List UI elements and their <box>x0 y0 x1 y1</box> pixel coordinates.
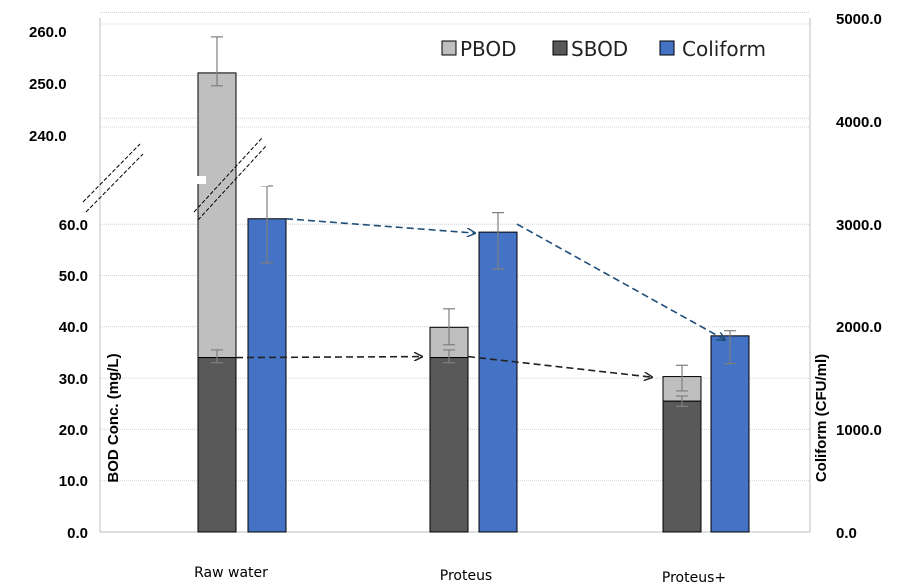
y-tick-label: 60.0 <box>59 217 88 234</box>
bars-layer <box>197 72 750 533</box>
trend-arrow-sbod <box>467 355 652 378</box>
y-tick-label: 30.0 <box>59 371 88 388</box>
axis-break-gap-left <box>108 176 134 184</box>
y2-tick-label: 2000.0 <box>836 319 882 336</box>
y-tick-label: 40.0 <box>59 319 88 336</box>
bar-pbod <box>197 72 237 359</box>
x-tick-label: Proteus <box>440 568 492 584</box>
bar-sbod <box>197 357 237 533</box>
trend-arrow-sbod <box>235 357 422 358</box>
trend-arrows-layer <box>235 217 725 378</box>
x-tick-label: Raw water <box>194 565 268 581</box>
axis-break-slash-1 <box>82 143 141 203</box>
axis-break-gap-mid-b <box>248 178 268 186</box>
bar-sbod <box>662 400 702 533</box>
y-tick-label-upper: 250.0 <box>29 76 67 93</box>
legend-swatch-sbod <box>552 40 568 56</box>
y-axis-lower-ticks: 0.0 10.0 20.0 30.0 40.0 50.0 60.0 <box>59 217 88 542</box>
y2-axis-ticks: 0.0 1000.0 2000.0 3000.0 4000.0 5000.0 <box>836 11 882 542</box>
y2-tick-label: 4000.0 <box>836 114 882 131</box>
bar-coliform <box>478 231 518 533</box>
y-axis-upper-ticks: 240.0 250.0 260.0 <box>29 24 67 145</box>
y-tick-label: 20.0 <box>59 422 88 439</box>
axis-break-slash-3 <box>193 137 263 213</box>
axis-break-gap-mid-a <box>190 176 206 184</box>
x-tick-label: Proteus+ <box>662 570 726 586</box>
trend-arrow-coliform <box>285 217 475 233</box>
legend-swatch-pbod <box>441 40 457 56</box>
error-bars-layer <box>211 36 736 407</box>
trend-arrow-coliform <box>516 223 725 340</box>
bar-coliform <box>710 335 750 533</box>
legend: PBOD SBOD Coliform <box>441 37 766 61</box>
y-axis-title: BOD Conc. (mg/L) <box>105 353 122 482</box>
legend-label-sbod: SBOD <box>571 37 628 61</box>
y2-tick-label: 5000.0 <box>836 11 882 28</box>
y2-tick-label: 3000.0 <box>836 217 882 234</box>
y-tick-label-upper: 240.0 <box>29 128 67 145</box>
legend-swatch-coliform <box>659 40 675 56</box>
y-tick-label: 0.0 <box>67 525 88 542</box>
y2-tick-label: 0.0 <box>836 525 857 542</box>
legend-label-coliform: Coliform <box>682 37 766 61</box>
axis-break-slash-2 <box>85 153 144 213</box>
y-tick-label-upper: 260.0 <box>29 24 67 41</box>
bar-sbod <box>429 357 469 533</box>
y-tick-label: 50.0 <box>59 268 88 285</box>
y2-axis-title: Coliform (CFU/ml) <box>813 354 830 482</box>
y2-tick-label: 1000.0 <box>836 422 882 439</box>
axis-break-marks <box>82 137 268 221</box>
bar-coliform <box>247 218 287 533</box>
x-axis-ticks: Raw water Proteus Proteus+ <box>194 565 726 586</box>
legend-label-pbod: PBOD <box>460 37 517 61</box>
y-tick-label: 10.0 <box>59 473 88 490</box>
axis-break-slash-4 <box>197 145 267 221</box>
